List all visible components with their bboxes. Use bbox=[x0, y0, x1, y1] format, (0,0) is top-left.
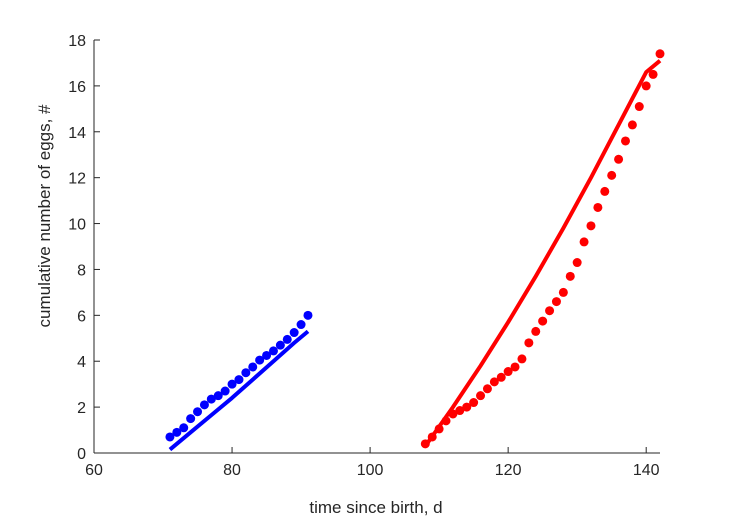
blue-data-point bbox=[248, 362, 258, 372]
blue-data-point bbox=[227, 379, 237, 389]
blue-data-point bbox=[303, 310, 313, 320]
red-data-point bbox=[538, 316, 548, 326]
red-data-point bbox=[600, 186, 610, 196]
blue-data-point bbox=[179, 423, 189, 433]
red-data-point bbox=[558, 287, 568, 297]
red-data-point bbox=[503, 367, 513, 377]
red-data-point bbox=[614, 154, 624, 164]
red-data-point bbox=[572, 258, 582, 268]
red-data-point bbox=[476, 391, 486, 401]
y-tick-label: 6 bbox=[77, 308, 86, 325]
red-data-point bbox=[489, 377, 499, 387]
y-axis-label: cumulative number of eggs, # bbox=[35, 104, 54, 328]
red-data-point bbox=[648, 69, 658, 79]
red-data-point bbox=[469, 398, 479, 408]
y-tick-label: 0 bbox=[77, 446, 86, 463]
y-tick-label: 12 bbox=[68, 171, 86, 188]
x-axis-label: time since birth, d bbox=[309, 498, 442, 517]
red-data-point bbox=[565, 271, 575, 281]
blue-data-point bbox=[199, 400, 209, 410]
blue-data-point bbox=[193, 407, 203, 417]
red-data-point bbox=[482, 384, 492, 394]
red-data-point bbox=[545, 306, 555, 316]
blue-data-point bbox=[241, 368, 251, 378]
blue-data-point bbox=[165, 432, 175, 442]
blue-data-point bbox=[172, 427, 182, 437]
blue-data-point bbox=[289, 328, 299, 338]
blue-data-point bbox=[220, 386, 230, 396]
y-tick-label: 2 bbox=[77, 400, 86, 417]
y-tick-label: 8 bbox=[77, 262, 86, 279]
blue-data-point bbox=[213, 391, 223, 401]
blue-data-point bbox=[262, 350, 272, 360]
blue-data-point bbox=[275, 340, 285, 350]
red-data-point bbox=[607, 170, 617, 180]
red-data-point bbox=[579, 237, 589, 247]
red-data-point bbox=[620, 136, 630, 146]
red-data-point bbox=[496, 372, 506, 382]
blue-data-point bbox=[296, 320, 306, 330]
x-tick-label: 120 bbox=[495, 462, 522, 479]
blue-fit-line bbox=[168, 329, 310, 452]
red-data-point bbox=[524, 338, 534, 348]
blue-data-point bbox=[255, 355, 265, 365]
x-tick-label: 140 bbox=[633, 462, 660, 479]
red-data-point bbox=[455, 406, 465, 416]
x-tick-label: 100 bbox=[357, 462, 384, 479]
y-tick-label: 10 bbox=[68, 217, 86, 234]
red-fit-line bbox=[423, 59, 662, 448]
blue-data-point bbox=[268, 346, 278, 356]
red-data-point bbox=[593, 202, 603, 212]
y-tick-label: 16 bbox=[68, 79, 86, 96]
red-data-point bbox=[586, 221, 596, 231]
red-data-point bbox=[462, 402, 472, 412]
red-data-point bbox=[510, 362, 520, 372]
red-data-point bbox=[551, 297, 561, 307]
red-data-point bbox=[641, 81, 651, 91]
blue-data-point bbox=[282, 334, 292, 344]
x-tick-label: 60 bbox=[85, 462, 103, 479]
plot-area bbox=[165, 49, 665, 452]
blue-data-point bbox=[234, 375, 244, 385]
y-tick-label: 14 bbox=[68, 125, 86, 142]
y-tick-label: 4 bbox=[77, 354, 86, 371]
axes: 60 80 100 120 140 0 2 4 6 8 10 12 14 16 18 bbox=[68, 33, 660, 479]
blue-data-point bbox=[186, 414, 196, 424]
red-data-point bbox=[655, 49, 665, 59]
red-data-point bbox=[627, 120, 637, 130]
red-data-point bbox=[517, 354, 527, 364]
x-tick-label: 80 bbox=[223, 462, 241, 479]
y-tick-label: 18 bbox=[68, 33, 86, 50]
red-data-point bbox=[634, 102, 644, 112]
red-data-point bbox=[531, 326, 541, 336]
blue-data-point bbox=[206, 394, 216, 404]
